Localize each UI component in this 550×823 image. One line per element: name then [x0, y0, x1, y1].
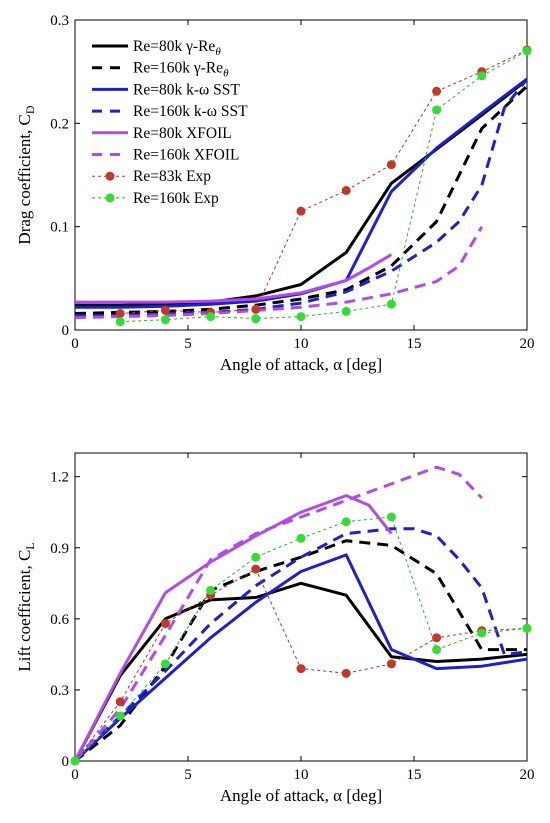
x-tick-label: 5 — [184, 336, 192, 352]
series-point-7 — [386, 512, 396, 522]
series-line-2 — [75, 553, 527, 761]
series-point-6 — [432, 86, 442, 96]
x-tick-label: 10 — [294, 336, 309, 352]
series-point-7 — [386, 299, 396, 309]
axes-frame — [74, 452, 528, 762]
y-tick-label: 1.2 — [50, 470, 69, 486]
series-point-7 — [341, 517, 351, 527]
legend-label: Re=80k XFOIL — [133, 125, 232, 142]
series-point-6 — [386, 160, 396, 170]
series-point-7 — [206, 585, 216, 595]
y-axis-label: Lift coefficient, CL — [15, 542, 37, 671]
series-point-7 — [432, 645, 442, 655]
series-point-7 — [522, 46, 532, 56]
x-tick-label: 15 — [407, 336, 422, 352]
series-point-6 — [160, 619, 170, 629]
series-point-7 — [432, 105, 442, 115]
series-point-7 — [160, 659, 170, 669]
series-line-6 — [120, 49, 527, 314]
legend-label: Re=80k k-ω SST — [133, 81, 240, 98]
legend-label: Re=160k Exp — [133, 190, 219, 207]
legend-marker — [105, 171, 115, 181]
x-tick-label: 20 — [520, 767, 535, 783]
y-tick-label: 0.6 — [50, 612, 69, 628]
legend-marker — [105, 193, 115, 203]
series-point-6 — [341, 668, 351, 678]
legend-label: Re=160k XFOIL — [133, 147, 239, 164]
legend-label: Re=160k γ-Reθ — [133, 60, 229, 80]
series-point-7 — [160, 315, 170, 325]
series-point-6 — [251, 564, 261, 574]
series-point-6 — [432, 633, 442, 643]
legend-label: Re=83k Exp — [133, 168, 211, 185]
series-point-7 — [341, 306, 351, 316]
series-line-5 — [75, 225, 484, 320]
series-line-3 — [75, 527, 527, 761]
plot-area — [75, 465, 527, 761]
series-point-6 — [160, 305, 170, 315]
series-point-7 — [206, 312, 216, 322]
series-line-1 — [75, 539, 527, 761]
series-point-7 — [477, 71, 487, 81]
series-point-7 — [115, 711, 125, 721]
y-tick-label: 0.2 — [50, 116, 69, 132]
x-tick-label: 20 — [520, 336, 535, 352]
y-tick-label: 0.3 — [50, 683, 69, 699]
series-point-7 — [296, 533, 306, 543]
series-point-6 — [251, 304, 261, 314]
series-point-7 — [115, 317, 125, 327]
series-point-6 — [296, 206, 306, 216]
y-tick-label: 0.9 — [50, 541, 69, 557]
x-tick-label: 5 — [184, 767, 192, 783]
x-axis-label: Angle of attack, α [deg] — [220, 355, 382, 374]
y-tick-label: 0 — [62, 323, 70, 339]
series-point-6 — [341, 186, 351, 195]
legend-label: Re=160k k-ω SST — [133, 103, 248, 120]
y-tick-label: 0.3 — [50, 13, 69, 29]
drag-chart: 0 5 10 15 20 0 0.1 0.2 0.3 Angle of attack, α [de… — [15, 13, 535, 374]
x-tick-label: 10 — [294, 767, 309, 783]
y-tick-label: 0 — [62, 754, 70, 770]
series-line-7 — [120, 50, 527, 323]
legend-label: Re=80k γ-Reθ — [133, 38, 221, 58]
x-axis-label: Angle of attack, α [deg] — [220, 786, 382, 805]
series-point-6 — [386, 659, 396, 669]
y-tick-label: 0.1 — [50, 220, 69, 236]
series-point-7 — [296, 312, 306, 322]
y-axis-label: Drag coefficient, CD — [15, 105, 37, 244]
series-line-7 — [75, 516, 527, 761]
series-point-6 — [296, 664, 306, 674]
series-line-4 — [75, 253, 393, 304]
series-point-6 — [115, 697, 125, 707]
series-line-1 — [75, 85, 527, 315]
x-tick-label: 0 — [71, 767, 79, 783]
lift-chart: 0 5 10 15 20 0 0.3 0.6 0.9 1.2 Angle of attack, α … — [15, 452, 535, 805]
series-point-7 — [251, 314, 261, 324]
series-point-7 — [522, 623, 532, 633]
series-point-7 — [477, 628, 487, 638]
series-line-5 — [75, 465, 483, 761]
series-point-7 — [70, 756, 80, 766]
series-point-7 — [251, 552, 261, 562]
series-line-4 — [75, 494, 393, 761]
series-line-0 — [75, 581, 527, 761]
x-tick-label: 15 — [407, 767, 422, 783]
x-tick-label: 0 — [71, 336, 79, 352]
series-point-6 — [115, 308, 125, 318]
